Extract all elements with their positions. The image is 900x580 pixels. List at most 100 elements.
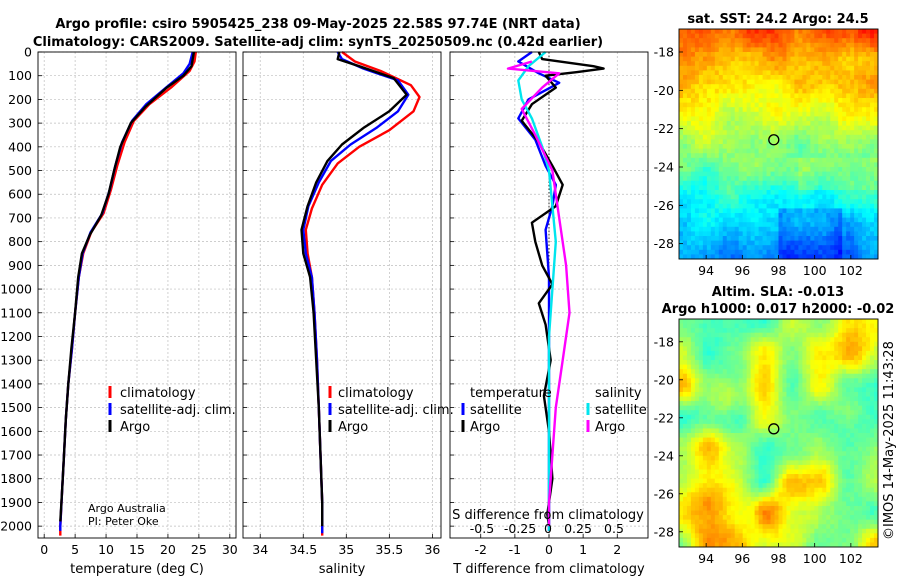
map-cell bbox=[826, 496, 831, 502]
map-cell bbox=[830, 378, 835, 384]
map-cell bbox=[850, 254, 855, 260]
map-cell bbox=[850, 125, 855, 131]
map-cell bbox=[874, 213, 879, 218]
map-cell bbox=[710, 419, 716, 425]
map-cell bbox=[846, 180, 851, 186]
map-cell bbox=[830, 70, 835, 76]
map-cell bbox=[866, 231, 871, 237]
map-cell bbox=[802, 167, 807, 172]
map-cell bbox=[810, 492, 815, 498]
map-cell bbox=[770, 469, 775, 475]
map-cell bbox=[714, 111, 720, 117]
map-cell bbox=[770, 350, 775, 356]
map-cell bbox=[686, 414, 692, 420]
map-cell bbox=[850, 167, 855, 172]
map-cell bbox=[850, 180, 855, 186]
map-cell bbox=[830, 185, 835, 191]
map-cell bbox=[862, 29, 867, 34]
map-cell bbox=[778, 328, 783, 334]
map-cell bbox=[778, 387, 783, 393]
map-cell bbox=[726, 373, 732, 379]
map-cell bbox=[682, 382, 688, 388]
map-cell bbox=[702, 240, 708, 246]
map-cell bbox=[762, 180, 767, 186]
map-cell bbox=[758, 75, 763, 80]
map-cell bbox=[758, 396, 763, 402]
map-cell bbox=[774, 332, 779, 338]
map-cell bbox=[682, 401, 688, 407]
map-cell bbox=[834, 144, 839, 149]
map-cell bbox=[842, 455, 847, 461]
map-cell bbox=[830, 226, 835, 232]
map-cell bbox=[874, 217, 879, 223]
map-cell bbox=[770, 88, 775, 94]
map-cell bbox=[798, 38, 803, 44]
map-cell bbox=[798, 323, 803, 329]
map-cell bbox=[686, 464, 692, 470]
map-cell bbox=[734, 496, 740, 502]
map-cell bbox=[726, 93, 732, 99]
map-cell bbox=[714, 369, 720, 375]
map-cell bbox=[842, 217, 847, 223]
map-cell bbox=[770, 157, 775, 163]
map-cell bbox=[754, 65, 759, 71]
map-cell bbox=[738, 226, 744, 232]
map-cell bbox=[782, 42, 787, 48]
map-cell bbox=[770, 510, 775, 516]
map-cell bbox=[850, 423, 855, 429]
map-cell bbox=[774, 419, 779, 425]
map-cell bbox=[770, 378, 775, 384]
map-cell bbox=[866, 139, 871, 145]
map-cell bbox=[810, 505, 815, 511]
map-cell bbox=[794, 442, 799, 448]
map-cell bbox=[874, 208, 879, 214]
map-cell bbox=[730, 332, 736, 338]
map-cell bbox=[679, 464, 684, 470]
map-cell bbox=[702, 245, 708, 251]
map-cell bbox=[794, 121, 799, 126]
map-cell bbox=[766, 515, 771, 521]
map-cell bbox=[682, 222, 688, 228]
map-cell bbox=[770, 474, 775, 479]
map-cell bbox=[850, 61, 855, 67]
map-cell bbox=[754, 134, 759, 140]
map-cell bbox=[686, 337, 692, 343]
map-cell bbox=[854, 171, 859, 177]
map-cell bbox=[814, 346, 819, 352]
map-cell bbox=[782, 222, 787, 228]
map-cell bbox=[814, 350, 819, 356]
map-cell bbox=[838, 130, 843, 136]
map-cell bbox=[794, 61, 799, 67]
map-cell bbox=[778, 70, 783, 76]
map-cell bbox=[810, 533, 815, 539]
map-cell bbox=[722, 337, 728, 343]
map-cell bbox=[790, 29, 795, 34]
map-cell bbox=[790, 208, 795, 214]
map-cell bbox=[742, 208, 748, 214]
map-cell bbox=[766, 236, 771, 241]
map-cell bbox=[810, 319, 815, 324]
map-cell bbox=[790, 236, 795, 241]
map-cell bbox=[786, 341, 791, 347]
map-cell bbox=[846, 125, 851, 131]
map-cell bbox=[826, 38, 831, 44]
map-cell bbox=[842, 419, 847, 425]
map-cell bbox=[862, 52, 867, 57]
map-cell bbox=[734, 194, 740, 200]
map-cell bbox=[826, 510, 831, 516]
map-cell bbox=[862, 121, 867, 126]
map-cell bbox=[702, 396, 708, 402]
map-cell bbox=[718, 148, 724, 154]
map-cell bbox=[710, 341, 716, 347]
map-cell bbox=[754, 70, 759, 76]
map-cell bbox=[814, 505, 819, 511]
map-cell bbox=[814, 125, 819, 131]
map-cell bbox=[714, 355, 720, 361]
map-cell bbox=[690, 537, 696, 543]
map-cell bbox=[778, 519, 783, 525]
map-cell bbox=[758, 153, 763, 159]
map-cell bbox=[726, 369, 732, 375]
map-cell bbox=[714, 162, 720, 168]
map-cell bbox=[782, 510, 787, 516]
map-cell bbox=[782, 52, 787, 57]
